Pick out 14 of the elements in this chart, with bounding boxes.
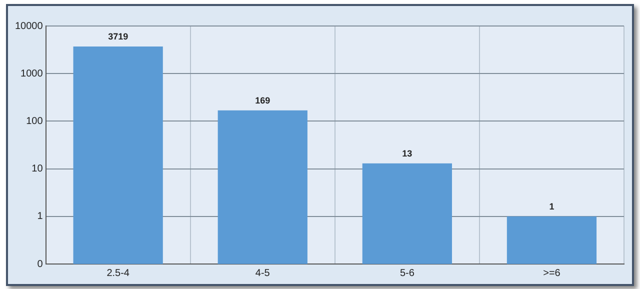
data-label: 1 <box>549 201 554 212</box>
x-tick-label: 5-6 <box>400 268 415 279</box>
data-label: 169 <box>255 95 270 106</box>
x-tick-label: 2.5-4 <box>106 268 130 279</box>
y-tick-label: 0 <box>37 258 44 270</box>
y-tick-label: 1000 <box>20 68 44 80</box>
x-tick-label: >=6 <box>543 268 561 279</box>
y-tick-label: 10 <box>32 164 44 175</box>
data-label: 3719 <box>108 31 128 42</box>
data-label: 13 <box>402 148 412 158</box>
y-tick-label: 1 <box>37 211 44 222</box>
y-tick-label: 10000 <box>14 20 44 32</box>
x-tick-label: 4-5 <box>255 268 270 279</box>
y-tick-label: 100 <box>26 116 44 127</box>
